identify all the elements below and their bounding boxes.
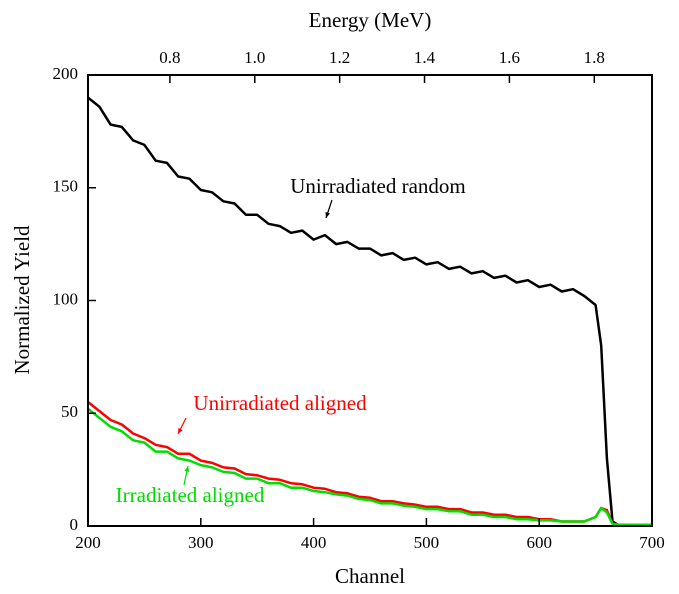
y-tick-label: 150	[53, 177, 79, 196]
arrow-head	[178, 428, 183, 434]
x-tick-label: 600	[526, 533, 552, 552]
x2-tick-label: 1.6	[499, 48, 520, 67]
series-label: Irradiated aligned	[116, 483, 265, 507]
data-line	[87, 96, 652, 527]
arrow-head	[184, 466, 190, 472]
x-tick-label: 200	[75, 533, 101, 552]
x-tick-label: 400	[301, 533, 327, 552]
y-tick-label: 50	[61, 402, 78, 421]
x-tick-label: 500	[414, 533, 440, 552]
x2-axis-label: Energy (MeV)	[309, 8, 432, 32]
plot-frame	[87, 74, 653, 527]
x-tick-label: 700	[639, 533, 665, 552]
data-line	[87, 407, 652, 527]
x2-tick-label: 0.8	[159, 48, 180, 67]
x2-tick-label: 1.2	[329, 48, 350, 67]
y-tick-label: 0	[70, 515, 79, 534]
series-label: Unirradiated random	[290, 174, 466, 198]
series-label: Unirradiated aligned	[193, 391, 367, 415]
x-tick-label: 300	[188, 533, 214, 552]
x2-tick-label: 1.4	[414, 48, 436, 67]
y-tick-label: 100	[53, 289, 79, 308]
y-axis-label: Normalized Yield	[10, 225, 34, 375]
arrow-head	[325, 212, 330, 218]
x-axis-label: Channel	[335, 564, 405, 588]
x2-tick-label: 1.8	[584, 48, 605, 67]
x2-tick-label: 1.0	[244, 48, 265, 67]
y-tick-label: 200	[53, 64, 79, 83]
